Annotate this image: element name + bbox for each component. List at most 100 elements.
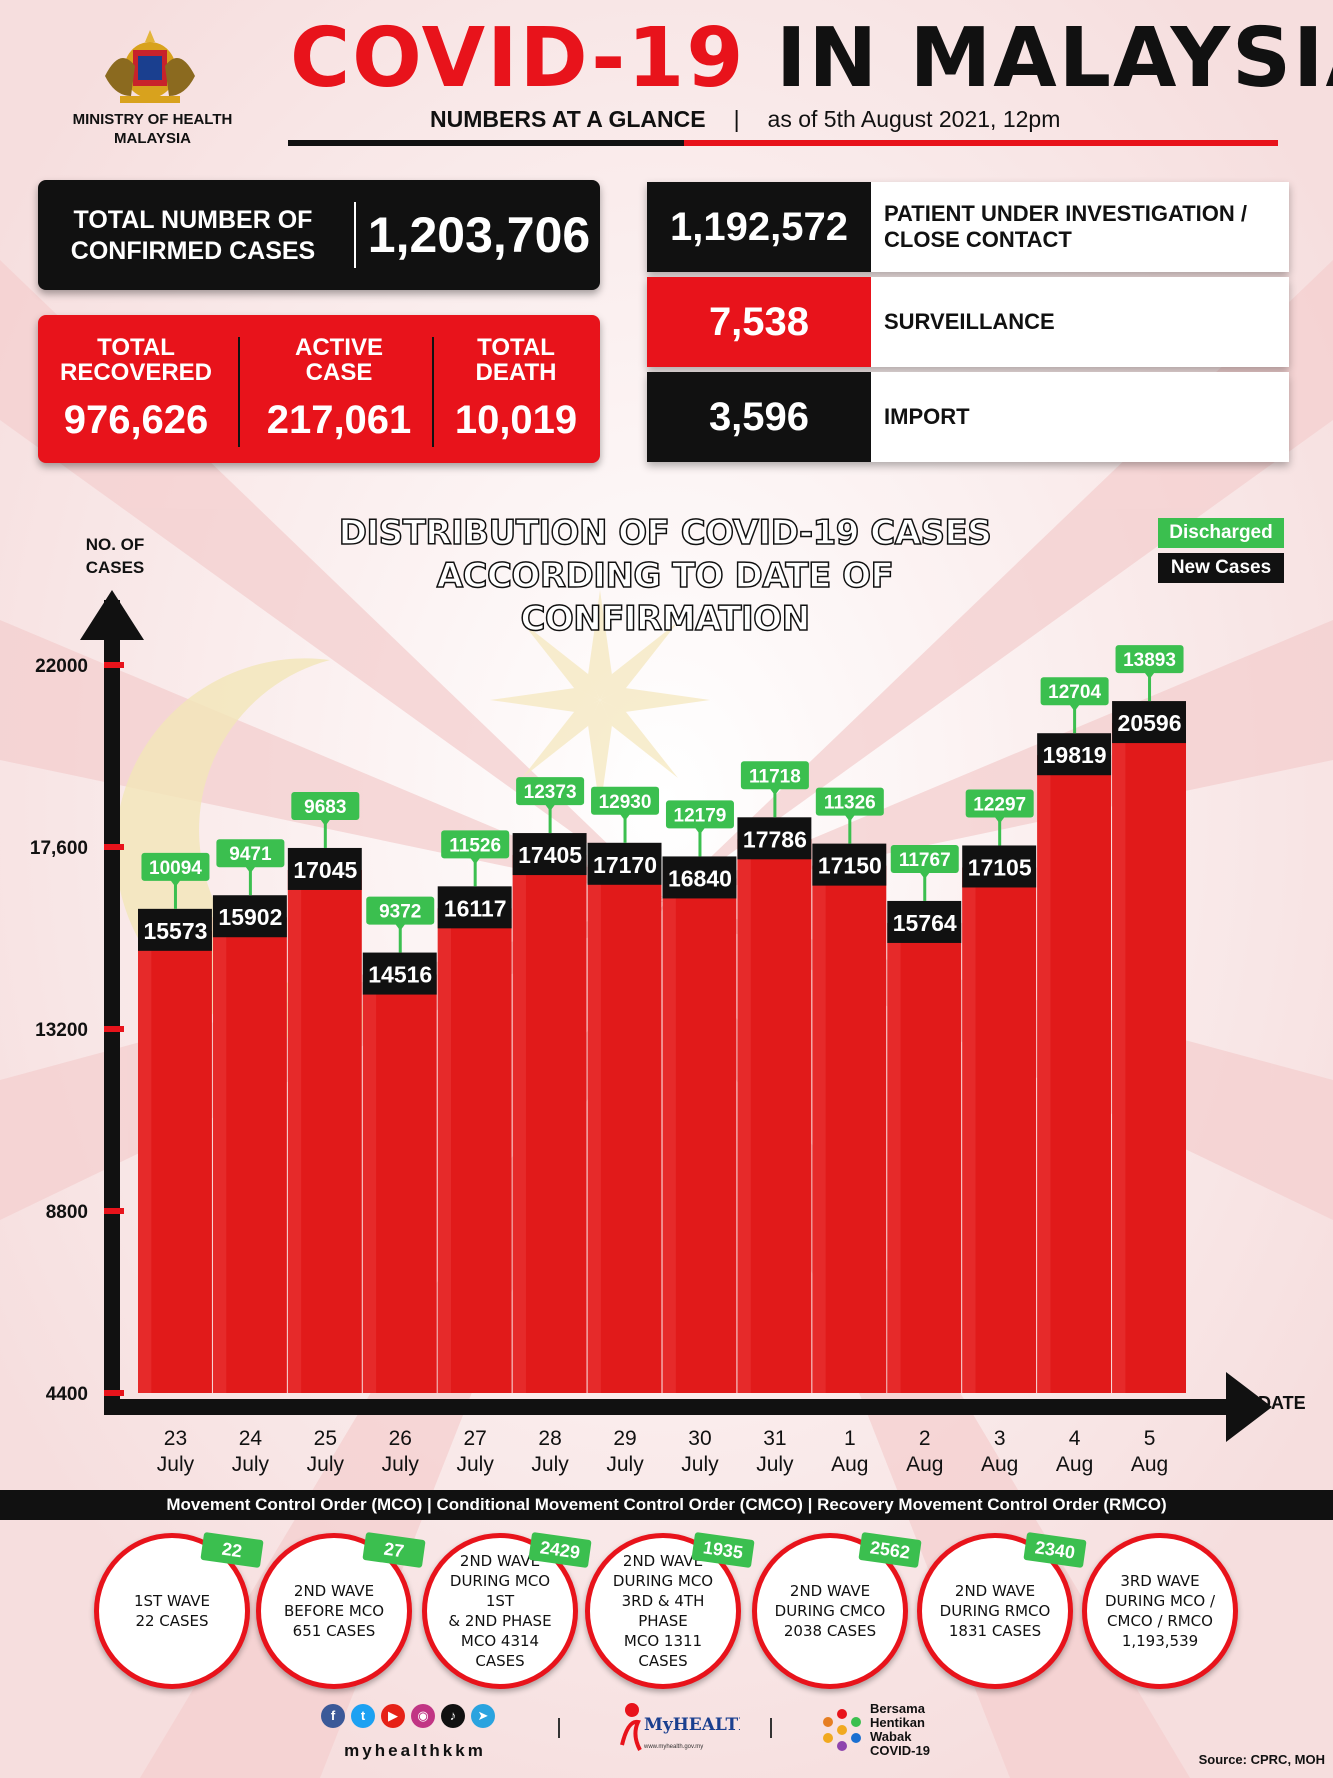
title-malaysia: IN MALAYSIA [775, 11, 1333, 106]
x-tick-label-day: 27 [463, 1427, 486, 1450]
discharged-label: 12373 [524, 782, 577, 803]
total-confirmed-value: 1,203,706 [367, 207, 591, 263]
recovered-value: 976,626 [63, 398, 209, 442]
legend-new-cases: New Cases [1158, 553, 1284, 583]
bar-new-cases [512, 855, 587, 1393]
twitter-icon[interactable]: t [351, 1704, 375, 1728]
wave-circle: 2ND WAVE DURING RMCO 1831 CASES [917, 1533, 1073, 1689]
discharged-label: 11526 [449, 835, 501, 856]
new-cases-label: 16840 [668, 865, 732, 891]
bar-new-cases [138, 930, 212, 1393]
x-tick-label-month: Aug [906, 1453, 943, 1476]
surveillance-row: 7,538 SURVEILLANCE [647, 277, 1289, 367]
x-tick-label-day: 29 [613, 1427, 636, 1450]
discharged-label-box [815, 787, 884, 816]
active-cell: ACTIVE CASE 217,061 [244, 335, 434, 445]
new-cases-label-box [1037, 733, 1112, 776]
tiktok-icon[interactable]: ♪ [441, 1704, 465, 1728]
new-cases-label: 17045 [293, 857, 357, 883]
x-tick-label-month: July [531, 1453, 569, 1476]
import-value: 3,596 [647, 372, 871, 462]
discharged-label-box [965, 789, 1034, 818]
discharged-label: 9372 [379, 902, 421, 923]
new-cases-label-box [138, 908, 212, 951]
bar-new-cases [287, 869, 362, 1393]
x-tick-label-day: 26 [389, 1427, 412, 1450]
malaysia-coat-of-arms-logo [105, 30, 195, 103]
new-cases-label-box [362, 952, 437, 995]
discharged-label-box [216, 839, 285, 868]
new-cases-label: 17786 [743, 826, 807, 852]
header-rule [288, 140, 1278, 146]
x-tick-label-month: July [456, 1453, 494, 1476]
bar-new-cases [362, 974, 437, 1393]
new-cases-label-box [287, 847, 362, 890]
pui-label: PATIENT UNDER INVESTIGATION / CLOSE CONT… [884, 201, 1248, 252]
surveillance-label: SURVEILLANCE [884, 309, 1055, 334]
bar-highlight [212, 917, 227, 1393]
divider [354, 202, 356, 268]
bar-highlight [287, 869, 302, 1393]
facebook-icon[interactable]: f [321, 1704, 345, 1728]
bar-new-cases [1112, 723, 1186, 1393]
discharged-label: 10094 [149, 858, 202, 879]
wave-circle: 1ST WAVE 22 CASES [94, 1533, 250, 1689]
new-cases-label-box [812, 843, 887, 886]
x-tick-label-day: 30 [688, 1427, 711, 1450]
discharged-label: 9471 [229, 844, 272, 865]
y-axis-arrow [80, 590, 144, 640]
x-tick-label-month: July [157, 1453, 195, 1476]
x-axis [104, 1399, 1234, 1415]
page-subtitle: NUMBERS AT A GLANCE | as of 5th August 202… [290, 104, 1290, 134]
new-cases-label-box [737, 817, 812, 860]
new-cases-label: 17150 [818, 853, 882, 879]
divider [770, 1718, 772, 1738]
new-cases-label-box [587, 842, 662, 885]
youtube-icon[interactable]: ▶ [381, 1704, 405, 1728]
divider [432, 337, 434, 447]
page-title: COVID-19 IN MALAYSIA [290, 14, 1333, 104]
new-cases-label: 14516 [368, 962, 432, 988]
bar-highlight [962, 867, 976, 1393]
x-tick-label-day: 28 [538, 1427, 561, 1450]
discharged-label: 11326 [824, 793, 876, 814]
bar-new-cases [662, 878, 737, 1393]
x-tick-label-month: Aug [1131, 1453, 1168, 1476]
discharged-label-box [141, 852, 210, 881]
bersama-hentikan-wabak-logo [823, 1709, 861, 1751]
active-label: ACTIVE CASE [294, 334, 383, 386]
y-tick [104, 1026, 124, 1032]
wave-text: 3RD WAVE DURING MCO / CMCO / RMCO 1,193,… [1104, 1572, 1216, 1650]
bar-highlight [812, 865, 826, 1393]
y-axis [104, 600, 120, 1412]
discharged-label-box [441, 830, 510, 859]
y-tick-label: 8800 [46, 1202, 88, 1223]
x-tick-label-day: 1 [844, 1427, 856, 1450]
y-tick-label: 17,600 [30, 838, 88, 859]
new-cases-label-box [662, 856, 737, 899]
bar-new-cases [887, 922, 962, 1393]
y-tick-label: 13200 [35, 1020, 88, 1041]
bersama-text: Bersama Hentikan Wabak COVID-19 [870, 1701, 930, 1758]
y-tick [104, 844, 124, 850]
telegram-icon[interactable]: ➤ [471, 1704, 495, 1728]
mco-legend-bar: Movement Control Order (MCO) | Condition… [0, 1490, 1333, 1520]
new-cases-label: 15902 [218, 904, 282, 930]
x-tick-label-day: 5 [1144, 1427, 1156, 1450]
instagram-icon[interactable]: ◉ [411, 1704, 435, 1728]
new-cases-label-box [512, 833, 587, 876]
wave-text: 1ST WAVE 22 CASES [133, 1592, 211, 1630]
discharged-label-box [591, 786, 660, 815]
discharged-label: 12930 [599, 792, 652, 813]
divider [558, 1718, 560, 1738]
wave-text: 2ND WAVE DURING CMCO 2038 CASES [774, 1582, 886, 1640]
bar-new-cases [962, 867, 1037, 1393]
new-cases-label: 17405 [518, 842, 582, 868]
total-confirmed-label: TOTAL NUMBER OF CONFIRMED CASES [70, 206, 316, 265]
new-cases-label: 19819 [1043, 742, 1107, 768]
x-tick-label-day: 2 [919, 1427, 931, 1450]
discharged-label-box [291, 791, 360, 820]
bar-highlight [362, 974, 377, 1393]
x-tick-label-month: July [382, 1453, 420, 1476]
wave-text: 2ND WAVE DURING RMCO 1831 CASES [939, 1582, 1051, 1640]
